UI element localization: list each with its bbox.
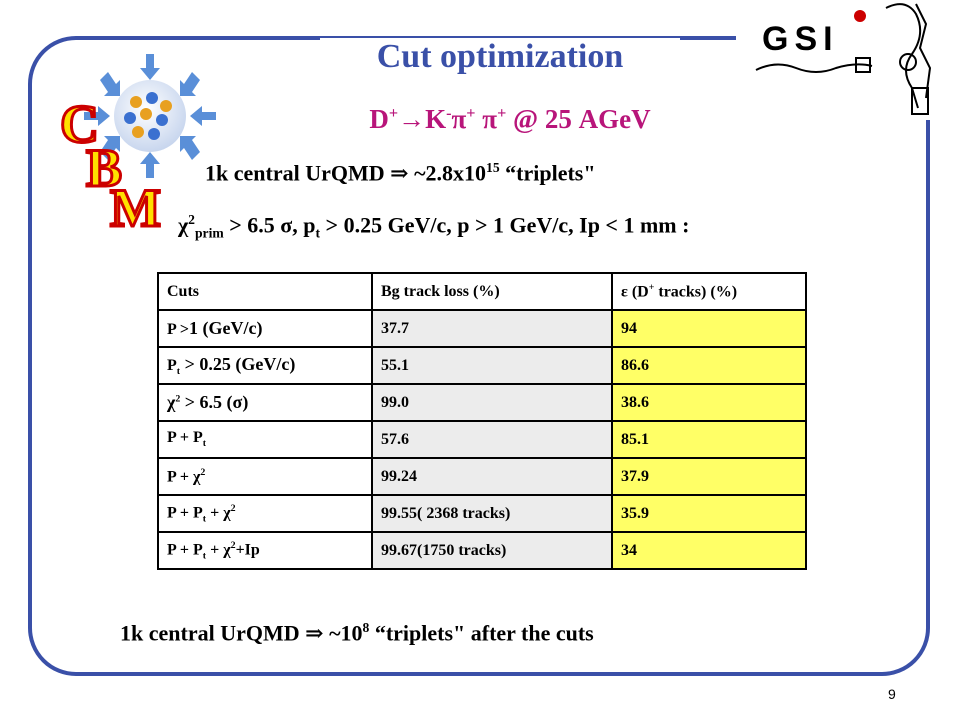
reaction-energy: @ 25 AGeV (506, 104, 651, 134)
header-bg-loss: Bg track loss (%) (371, 272, 613, 311)
line2-b: > 0.25 GeV/c, p > 1 GeV/c, Ip < 1 mm : (320, 212, 690, 238)
line2-sub: prim (194, 225, 224, 241)
eff-cell: 34 (611, 531, 807, 570)
eff-cell: 86.6 (611, 346, 807, 385)
cut-cell: P + Pt (157, 420, 373, 459)
table-header-row: Cuts Bg track loss (%) ε (D+ tracks) (%) (157, 272, 807, 311)
bg-cell: 55.1 (371, 346, 613, 385)
header-cuts: Cuts (157, 272, 373, 311)
eff-cell: 35.9 (611, 494, 807, 533)
cuts-table: Cuts Bg track loss (%) ε (D+ tracks) (%)… (157, 272, 807, 570)
header-efficiency: ε (D+ tracks) (%) (611, 272, 807, 311)
cbm-letter-m: M (110, 178, 161, 230)
bg-cell: 57.6 (371, 420, 613, 459)
table-row: Pt > 0.25 (GeV/c) 55.1 86.6 (157, 346, 807, 385)
cut-cell: P >1 (GeV/c) (157, 309, 373, 348)
cut-cell: P + χ2 (157, 457, 373, 496)
page-number: 9 (888, 686, 896, 702)
table-row: P + χ2 99.24 37.9 (157, 457, 807, 496)
reaction-pi-2: π (482, 104, 498, 134)
cbm-letter-b: B (86, 138, 122, 198)
eff-cell: 37.9 (611, 457, 807, 496)
table-row: P + Pt + χ2 99.55( 2368 tracks) 35.9 (157, 494, 807, 533)
reaction-k: K (425, 104, 447, 134)
bg-cell: 99.24 (371, 457, 613, 496)
line1-post: “triplets" (499, 160, 596, 186)
bg-cell: 99.0 (371, 383, 613, 422)
reaction-d: D (369, 104, 389, 134)
line1-mid: ~2.8x10 (408, 160, 487, 186)
line1-pre: 1k central UrQMD (205, 160, 391, 186)
table-row: P + Pt + χ2+Ip 99.67(1750 tracks) 34 (157, 531, 807, 570)
eff-cell: 94 (611, 309, 807, 348)
cbm-letter-c: C (60, 94, 99, 154)
line2-chi: χ (178, 212, 189, 238)
eff-cell: 38.6 (611, 383, 807, 422)
cut-cell: Pt > 0.25 (GeV/c) (157, 346, 373, 385)
gsi-logo: GSI (736, 0, 960, 120)
reaction-formula: D+→K-π+ π+ @ 25 AGeV (369, 104, 651, 134)
line2-a: > 6.5 σ, p (223, 212, 316, 238)
table-row: P >1 (GeV/c) 37.7 94 (157, 309, 807, 348)
line3-mid: ~10 (323, 620, 363, 646)
line3-post: “triplets" after the cuts (369, 620, 594, 646)
event-line-after: 1k central UrQMD ⇒ ~108 “triplets" after… (120, 620, 594, 646)
eff-cell: 85.1 (611, 420, 807, 459)
cut-conditions-line: χ2prim > 6.5 σ, pt > 0.25 GeV/c, p > 1 G… (178, 212, 689, 242)
line2-exp: 2 (188, 212, 195, 227)
line1-exp: 15 (486, 160, 500, 175)
gsi-logo-text: GSI (762, 20, 839, 58)
cbm-logo: C B M (59, 54, 216, 230)
bg-cell: 99.55( 2368 tracks) (371, 494, 613, 533)
event-line-before: 1k central UrQMD ⇒ ~2.8x1015 “triplets" (205, 160, 596, 186)
cut-cell: P + Pt + χ2+Ip (157, 531, 373, 570)
table-row: P + Pt 57.6 85.1 (157, 420, 807, 459)
reaction-pi-1: π (451, 104, 467, 134)
line2-tsub: t (315, 225, 321, 241)
bg-cell: 99.67(1750 tracks) (371, 531, 613, 570)
line3-exp: 8 (362, 620, 370, 635)
table-row: χ2 > 6.5 (σ) 99.0 38.6 (157, 383, 807, 422)
line3-pre: 1k central UrQMD (120, 620, 306, 646)
slide-title: Cut optimization (320, 38, 680, 76)
cut-cell: χ2 > 6.5 (σ) (157, 383, 373, 422)
bg-cell: 37.7 (371, 309, 613, 348)
cut-cell: P + Pt + χ2 (157, 494, 373, 533)
